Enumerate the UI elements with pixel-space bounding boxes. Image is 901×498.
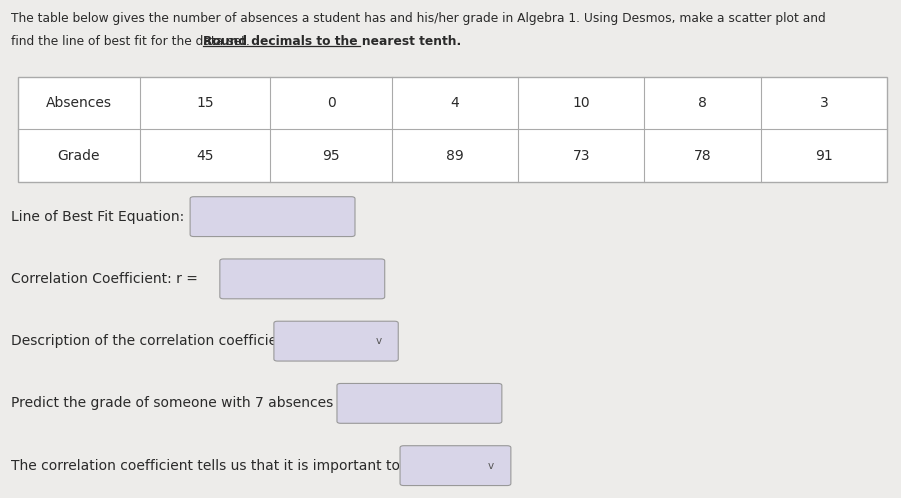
Text: 3: 3 (820, 96, 829, 111)
FancyBboxPatch shape (274, 321, 398, 361)
Text: v: v (488, 461, 494, 471)
Text: find the line of best fit for the data set.: find the line of best fit for the data s… (11, 35, 253, 48)
Text: 4: 4 (450, 96, 460, 111)
Text: Predict the grade of someone with 7 absences: Predict the grade of someone with 7 abse… (11, 396, 333, 410)
Text: 78: 78 (694, 148, 712, 163)
Text: The correlation coefficient tells us that it is important to: The correlation coefficient tells us tha… (11, 459, 400, 473)
Text: Line of Best Fit Equation:: Line of Best Fit Equation: (11, 210, 184, 224)
Text: 15: 15 (196, 96, 214, 111)
Text: Correlation Coefficient: r =: Correlation Coefficient: r = (11, 272, 197, 286)
Text: 89: 89 (446, 148, 464, 163)
Text: Description of the correlation coefficient:: Description of the correlation coefficie… (11, 334, 296, 348)
Text: 10: 10 (572, 96, 590, 111)
FancyBboxPatch shape (400, 446, 511, 486)
FancyBboxPatch shape (220, 259, 385, 299)
Text: v: v (376, 336, 381, 346)
FancyBboxPatch shape (18, 77, 887, 182)
Text: 45: 45 (196, 148, 214, 163)
FancyBboxPatch shape (190, 197, 355, 237)
Text: 73: 73 (572, 148, 590, 163)
Text: The table below gives the number of absences a student has and his/her grade in : The table below gives the number of abse… (11, 12, 825, 25)
Text: 91: 91 (815, 148, 833, 163)
Text: Round decimals to the nearest tenth.: Round decimals to the nearest tenth. (203, 35, 461, 48)
Text: Grade: Grade (58, 148, 100, 163)
Text: 95: 95 (323, 148, 340, 163)
Text: Absences: Absences (46, 96, 112, 111)
Text: 0: 0 (327, 96, 335, 111)
Text: 8: 8 (698, 96, 707, 111)
FancyBboxPatch shape (337, 383, 502, 423)
